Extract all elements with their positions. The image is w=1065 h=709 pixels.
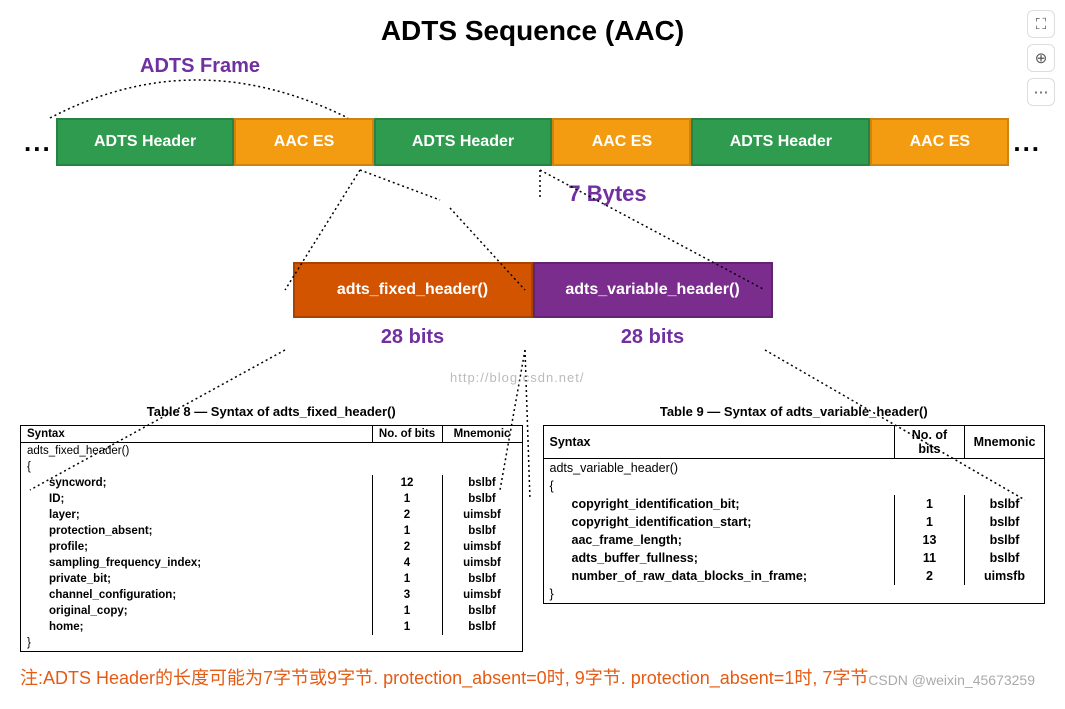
bytes-label: 7 Bytes [170, 181, 1045, 207]
table-row: copyright_identification_bit;1bslbf [543, 495, 1045, 513]
adts-header-block: ADTS Header [691, 118, 870, 166]
col-syntax: Syntax [21, 426, 373, 443]
adts-header-block: ADTS Header [374, 118, 553, 166]
table-row: protection_absent;1bslbf [21, 523, 523, 539]
adts-header-block: ADTS Header [56, 118, 235, 166]
table8: Syntax No. of bits Mnemonic adts_fixed_h… [20, 425, 523, 652]
page-title: ADTS Sequence (AAC) [20, 15, 1045, 47]
table-row: number_of_raw_data_blocks_in_frame;2uims… [543, 567, 1045, 585]
table-row: aac_frame_length;13bslbf [543, 531, 1045, 549]
col-mnem: Mnemonic [442, 426, 522, 443]
table-row: private_bit;1bslbf [21, 571, 523, 587]
table-row: ID;1bslbf [21, 491, 523, 507]
credit: CSDN @weixin_45673259 [868, 672, 1035, 688]
table-row: home;1bslbf [21, 619, 523, 635]
var-bits-label: 28 bits [533, 326, 773, 349]
table-row: profile;2uimsbf [21, 539, 523, 555]
fixed-header-block: adts_fixed_header() [293, 262, 533, 318]
tables-row: Table 8 — Syntax of adts_fixed_header() … [20, 404, 1045, 652]
leading-dots: ... [20, 127, 56, 158]
watermark: http://blog.csdn.net/ [450, 370, 584, 385]
aac-es-block: AAC ES [552, 118, 691, 166]
variable-header-block: adts_variable_header() [533, 262, 773, 318]
table-row: original_copy;1bslbf [21, 603, 523, 619]
toolbar: ⛶ ⊕ ⋯ [1027, 10, 1055, 106]
sequence-row: ... ADTS Header AAC ES ADTS Header AAC E… [20, 118, 1045, 166]
table-row: channel_configuration;3uimsbf [21, 587, 523, 603]
trailing-dots: ... [1009, 127, 1045, 158]
table-row: copyright_identification_start;1bslbf [543, 513, 1045, 531]
bits-row: 28 bits 28 bits [20, 326, 1045, 349]
col-mnem: Mnemonic [965, 426, 1045, 459]
table8-box: Table 8 — Syntax of adts_fixed_header() … [20, 404, 523, 652]
col-syntax: Syntax [543, 426, 895, 459]
aac-es-block: AAC ES [234, 118, 373, 166]
more-icon[interactable]: ⋯ [1027, 78, 1055, 106]
table-row: adts_buffer_fullness;11bslbf [543, 549, 1045, 567]
expand-icon[interactable]: ⛶ [1027, 10, 1055, 38]
table-row: syncword;12bslbf [21, 475, 523, 491]
sub-header-row: adts_fixed_header() adts_variable_header… [20, 262, 1045, 318]
fixed-bits-label: 28 bits [293, 326, 533, 349]
col-bits: No. of bits [895, 426, 965, 459]
table9-title: Table 9 — Syntax of adts_variable_header… [543, 404, 1046, 419]
frame-label: ADTS Frame [140, 55, 1045, 78]
table9-box: Table 9 — Syntax of adts_variable_header… [543, 404, 1046, 652]
aac-es-block: AAC ES [870, 118, 1009, 166]
table-row: sampling_frequency_index;4uimsbf [21, 555, 523, 571]
table-row: layer;2uimsbf [21, 507, 523, 523]
table9: Syntax No. of bits Mnemonic adts_variabl… [543, 425, 1046, 604]
zoom-icon[interactable]: ⊕ [1027, 44, 1055, 72]
table8-title: Table 8 — Syntax of adts_fixed_header() [20, 404, 523, 419]
col-bits: No. of bits [372, 426, 442, 443]
